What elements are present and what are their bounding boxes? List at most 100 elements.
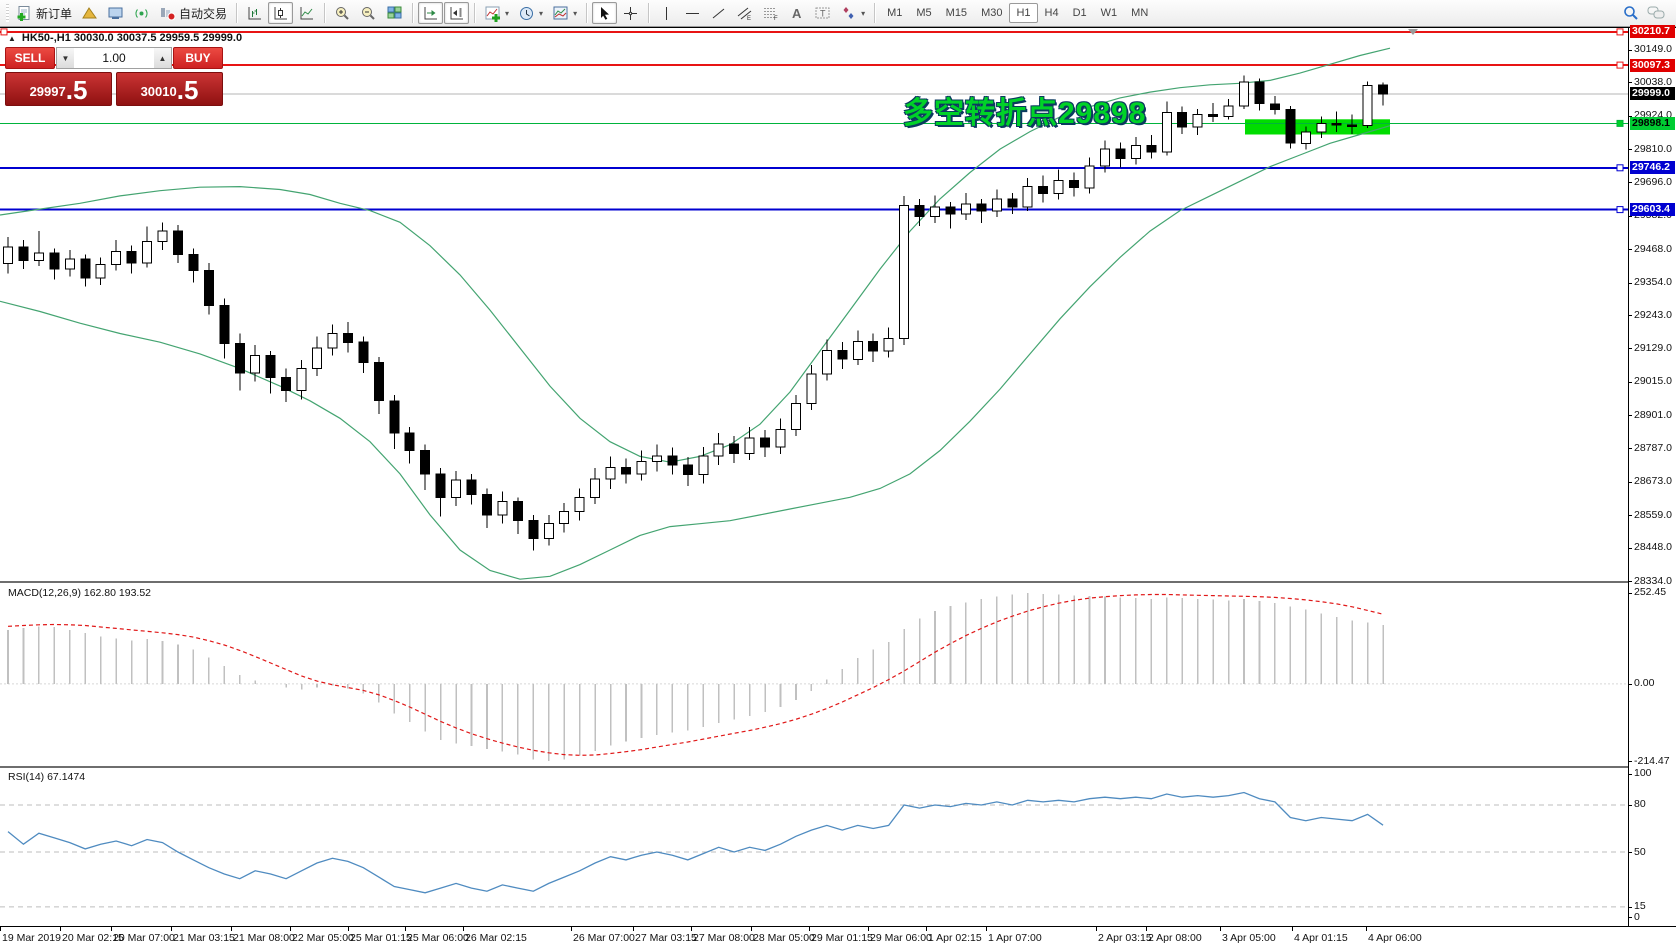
- candle: [1223, 105, 1234, 117]
- axis-tick-label: 28673.0: [1634, 475, 1672, 488]
- buy-button[interactable]: BUY: [173, 47, 223, 69]
- chart-shift-icon[interactable]: [444, 2, 470, 24]
- svg-text:A: A: [792, 6, 802, 21]
- timeframe-button-M1[interactable]: M1: [887, 7, 903, 19]
- axis-tick-label: 252.45: [1634, 586, 1667, 599]
- candle: [1254, 81, 1265, 105]
- chart-window[interactable]: ▲ HK50-,H1 30030.0 30037.5 29959.5 29999…: [0, 25, 1676, 948]
- timeframe-button-M30[interactable]: M30: [981, 7, 1003, 19]
- toolbar-right-group: [1622, 4, 1672, 22]
- candle: [1130, 145, 1141, 159]
- sell-price-button[interactable]: 29997.5: [5, 72, 112, 106]
- vertical-line-tool-icon[interactable]: [654, 2, 679, 24]
- candle: [667, 455, 678, 466]
- volume-decrease-button[interactable]: ▼: [57, 48, 74, 68]
- auto-scroll-icon[interactable]: [418, 2, 444, 24]
- timeframe-button-M15[interactable]: M15: [945, 7, 968, 19]
- crosshair-tool-icon[interactable]: [618, 2, 643, 24]
- text-tool-icon[interactable]: A: [784, 2, 809, 24]
- time-axis[interactable]: 19 Mar 2019 20 Mar 02:15 20 Mar 07:00 21 Ma…: [0, 927, 1676, 948]
- timeframe-button-H4[interactable]: H4: [1044, 7, 1059, 19]
- rsi-panel[interactable]: [0, 768, 1628, 926]
- time-label: 26 Mar 02:15: [465, 932, 527, 944]
- candle: [1038, 186, 1049, 195]
- line-handle[interactable]: [1616, 28, 1624, 36]
- line-chart-mode-icon[interactable]: [294, 2, 319, 24]
- candle: [389, 400, 400, 434]
- time-label: 20 Mar 07:00: [113, 932, 175, 944]
- chart-annotation-text[interactable]: 多空转折点29898: [903, 97, 1147, 130]
- chat-icon[interactable]: [1646, 4, 1666, 22]
- line-handle[interactable]: [1616, 206, 1624, 214]
- channel-tool-icon[interactable]: E: [732, 2, 757, 24]
- candle: [852, 341, 863, 360]
- candle: [142, 240, 152, 264]
- timeframe-button-W1[interactable]: W1: [1100, 7, 1118, 19]
- sell-button[interactable]: SELL: [5, 47, 55, 69]
- panel-separator[interactable]: [0, 581, 1628, 583]
- timeframe-button-M5[interactable]: M5: [916, 7, 932, 19]
- zoom-out-icon[interactable]: [356, 2, 381, 24]
- cursor-tool-icon[interactable]: [592, 2, 618, 24]
- horizontal-line-objects[interactable]: [0, 30, 1628, 211]
- svg-text:F: F: [774, 16, 778, 22]
- chevron-down-icon: ▾: [539, 8, 544, 18]
- candle: [775, 428, 786, 448]
- toolbar-grip[interactable]: [6, 4, 9, 22]
- volume-increase-button[interactable]: ▲: [154, 48, 171, 68]
- main-chart-panel[interactable]: [0, 28, 1628, 581]
- periods-menu-button[interactable]: ▾: [514, 2, 547, 24]
- indicators-menu-button[interactable]: ▾: [480, 2, 513, 24]
- line-handle[interactable]: [0, 28, 8, 36]
- axis-tick: [1628, 82, 1632, 84]
- volume-input[interactable]: [74, 48, 154, 68]
- chart-shift-marker-icon[interactable]: [1408, 29, 1418, 35]
- arrows-menu-button[interactable]: ▾: [836, 2, 869, 24]
- macd-panel[interactable]: [0, 583, 1628, 766]
- axis-tick: [1628, 852, 1632, 854]
- candle: [1007, 198, 1018, 208]
- profiles-chart-icon: [82, 6, 97, 18]
- new-order-label: 新订单: [36, 6, 73, 21]
- trendline-tool-icon[interactable]: [706, 2, 731, 24]
- candle: [960, 203, 971, 215]
- line-handle[interactable]: [1616, 61, 1624, 69]
- line-handle[interactable]: [1616, 119, 1624, 127]
- timeframe-button-MN[interactable]: MN: [1131, 7, 1149, 19]
- signals-icon[interactable]: [129, 2, 154, 24]
- one-click-collapse-icon[interactable]: ▲: [8, 33, 16, 43]
- fibonacci-tool-icon[interactable]: F: [758, 2, 783, 24]
- zoom-in-icon[interactable]: [330, 2, 355, 24]
- buy-price-button[interactable]: 30010.5: [116, 72, 223, 106]
- templates-menu-button[interactable]: ▾: [548, 2, 581, 24]
- candle: [1069, 180, 1079, 189]
- text-label-tool-icon[interactable]: T: [810, 2, 835, 24]
- timeframe-button-D1[interactable]: D1: [1072, 7, 1087, 19]
- new-order-icon: [17, 5, 30, 21]
- candle: [930, 206, 940, 218]
- search-icon[interactable]: [1622, 4, 1640, 22]
- magnifier-minus-icon: [362, 6, 375, 20]
- line-handle[interactable]: [1616, 164, 1624, 172]
- axis-tick: [1628, 515, 1632, 517]
- candle: [899, 204, 910, 340]
- rsi-indicator-label: RSI(14) 67.1474: [8, 771, 86, 783]
- candle: [512, 501, 523, 522]
- timeframe-button-H1[interactable]: H1: [1009, 3, 1038, 23]
- time-label: 19 Mar 2019: [2, 932, 61, 944]
- bar-chart-mode-icon[interactable]: [242, 2, 267, 24]
- panel-separator[interactable]: [0, 766, 1628, 768]
- price-axis[interactable]: 30149.030038.029924.029810.029696.029582…: [1628, 25, 1676, 926]
- fibonacci-icon: F: [764, 7, 778, 22]
- horizontal-line-tool-icon[interactable]: [680, 2, 705, 24]
- axis-tick-label: 29696.0: [1634, 175, 1672, 188]
- axis-tick-label: -214.47: [1634, 754, 1670, 767]
- tile-windows-icon[interactable]: [382, 2, 407, 24]
- vline-icon: [666, 6, 668, 20]
- market-watch-icon[interactable]: [103, 2, 128, 24]
- time-label: 20 Mar 02:15: [62, 932, 124, 944]
- new-order-button[interactable]: 新订单: [12, 2, 76, 24]
- autotrade-button[interactable]: 自动交易: [155, 2, 231, 24]
- profiles-icon[interactable]: [77, 2, 102, 24]
- candlestick-mode-icon[interactable]: [268, 2, 294, 24]
